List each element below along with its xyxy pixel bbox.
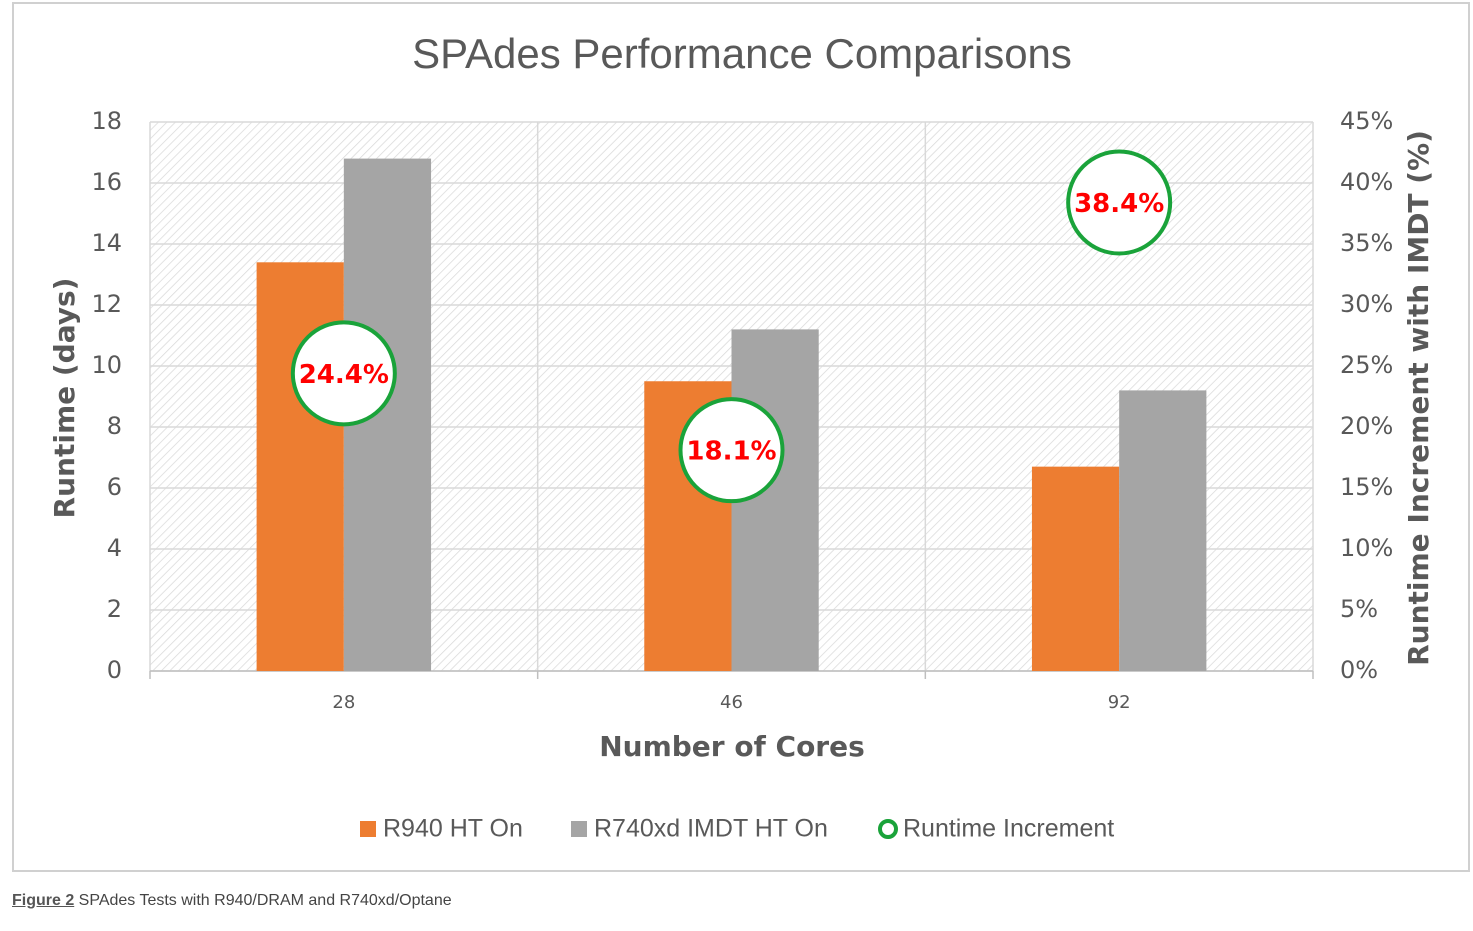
y2-tick-label: 5% [1340, 595, 1378, 623]
chart-title: SPAdes Performance Comparisons [412, 30, 1072, 77]
y2-tick-label: 0% [1340, 656, 1378, 684]
y-tick-label: 12 [91, 290, 122, 318]
y2-tick-label: 40% [1340, 168, 1393, 196]
chart: SPAdes Performance Comparisons Runtime (… [12, 2, 1470, 872]
y-tick-label: 6 [107, 473, 122, 501]
legend-marker [878, 819, 898, 839]
y2-tick-label: 15% [1340, 473, 1393, 501]
x-tick-label: 28 [332, 692, 355, 713]
y2-tick-label: 30% [1340, 290, 1393, 318]
x-tick-label: 92 [1108, 692, 1131, 713]
caption-label: Figure 2 [12, 892, 75, 909]
legend-label: R740xd IMDT HT On [594, 815, 828, 843]
y2-tick-label: 10% [1340, 534, 1393, 562]
marker-circle [1066, 149, 1173, 256]
legend-label: R940 HT On [383, 815, 523, 843]
y2-tick-label: 20% [1340, 412, 1393, 440]
data-label: 24.4% [299, 360, 389, 390]
y-tick-label: 8 [107, 412, 122, 440]
y-tick-label: 14 [91, 229, 122, 257]
bar [1031, 466, 1120, 671]
y-tick-label: 2 [107, 595, 122, 623]
caption-text: SPAdes Tests with R940/DRAM and R740xd/O… [74, 892, 452, 909]
bar [1119, 390, 1207, 671]
x-axis-title: Number of Cores [599, 730, 865, 763]
y-tick-label: 0 [107, 656, 122, 684]
legend-marker [571, 821, 587, 837]
caption: Figure 2 SPAdes Tests with R940/DRAM and… [12, 892, 452, 910]
y2-axis-title: Runtime Increment with IMDT (%) [1402, 130, 1435, 666]
legend-marker [360, 821, 376, 837]
y-tick-label: 16 [91, 168, 122, 196]
marker-circle [290, 320, 397, 427]
y2-tick-label: 35% [1340, 229, 1393, 257]
y-tick-label: 10 [91, 351, 122, 379]
y-tick-label: 18 [91, 107, 122, 135]
data-label: 38.4% [1074, 189, 1164, 219]
marker-circle [678, 397, 785, 504]
y2-tick-label: 45% [1340, 107, 1393, 135]
legend-label: Runtime Increment [903, 815, 1114, 843]
x-tick-label: 46 [720, 692, 743, 713]
data-label: 18.1% [686, 437, 776, 467]
y-axis-title: Runtime (days) [48, 278, 81, 519]
y-tick-label: 4 [107, 534, 122, 562]
y2-tick-label: 25% [1340, 351, 1393, 379]
